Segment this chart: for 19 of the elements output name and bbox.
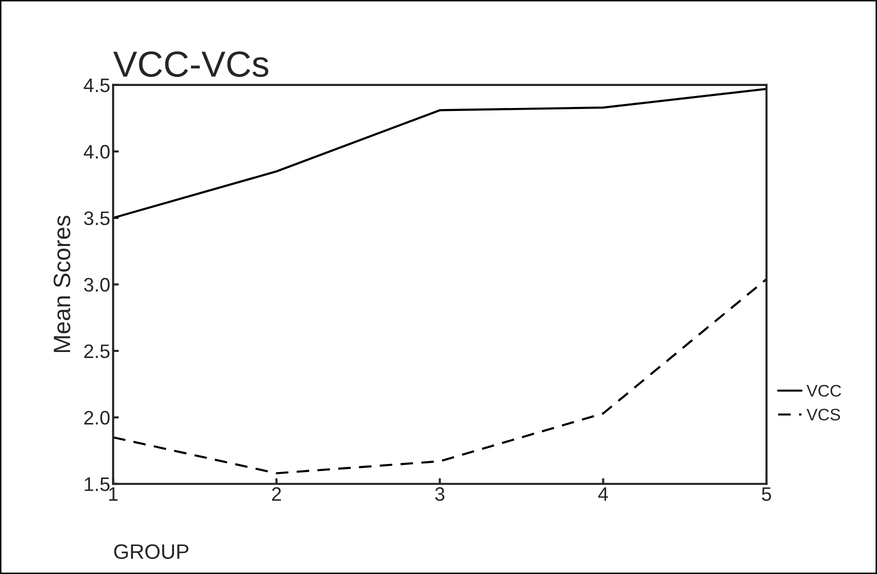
x-tick-label: 2 [272,487,281,501]
legend-label: VCC [806,384,842,397]
y-tick-label: 3.0 [84,278,110,292]
line-series [113,88,766,219]
y-axis-title: Mean Scores [54,216,70,352]
y-tick-label: 2.5 [84,344,110,358]
x-tick-label: 1 [109,487,118,501]
chart-title: VCC-VCs [113,51,268,77]
legend-label: VCS [806,408,840,421]
x-tick-label: 5 [762,487,772,501]
y-tick-label: 4.5 [84,78,110,92]
y-tick-label: 4.0 [84,144,110,159]
line-series [113,278,766,474]
y-tick-label: 3.5 [84,211,110,226]
x-tick-label: 3 [435,487,444,501]
x-axis-title: GROUP [114,544,188,559]
y-tick-label: 2.0 [84,410,110,425]
y-tick-label: 1.5 [84,478,110,492]
x-tick-label: 4 [598,487,608,501]
